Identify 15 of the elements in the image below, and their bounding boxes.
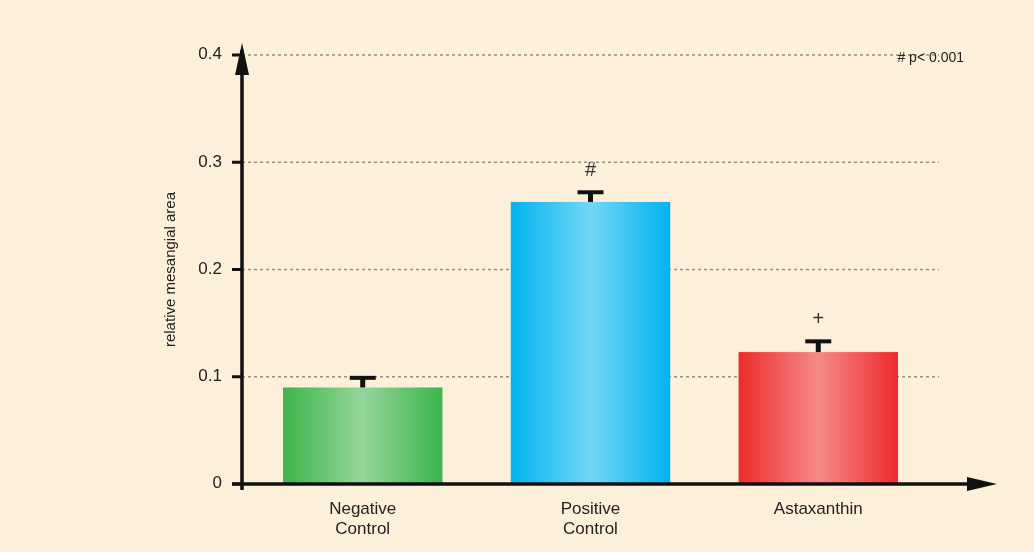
annotation: + [812, 306, 825, 329]
annotation: # [584, 157, 597, 180]
y-tick-label: 0.2 [198, 258, 222, 278]
x-tick-label: Astaxanthin [773, 499, 863, 518]
x-tick-label: Positive Control [560, 499, 621, 538]
y-tick-label: 0.1 [198, 366, 222, 386]
y-tick-label: 0.4 [198, 44, 222, 64]
y-axis-title: relative mesangial area [161, 191, 178, 348]
x-tick-label: Negative Control [329, 499, 397, 538]
y-tick-label: 0.3 [198, 151, 222, 171]
bar [738, 352, 898, 484]
bar [283, 387, 443, 484]
annotation: # p< 0.001 [897, 49, 965, 65]
bar [510, 201, 671, 484]
y-tick-label: 0 [212, 473, 222, 493]
